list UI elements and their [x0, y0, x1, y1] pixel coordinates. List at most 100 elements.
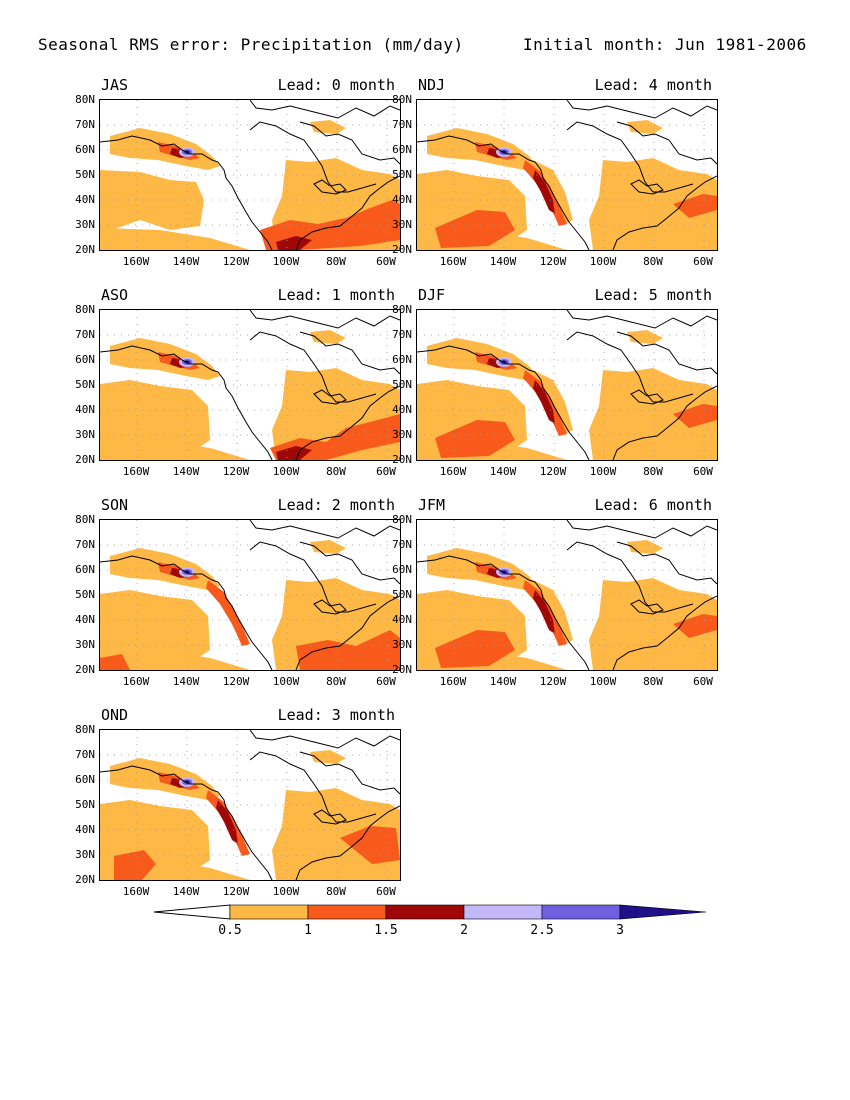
colorbar-high-extend: [619, 904, 707, 920]
coastline: [616, 331, 717, 375]
lon-tick-label: 140W: [172, 675, 200, 688]
error-contour-low: [100, 438, 250, 460]
panel-season: SON: [101, 496, 129, 514]
error-contour-mid: [673, 404, 717, 428]
coastline: [249, 310, 400, 329]
coastline: [295, 595, 400, 670]
error-contour-high: [276, 236, 312, 250]
error-contour-low: [589, 368, 717, 460]
lon-tick-label: 160W: [439, 675, 467, 688]
panel-season: DJF: [418, 286, 446, 304]
panel-season: ASO: [101, 286, 129, 304]
lon-tick-label: 80W: [643, 255, 663, 268]
coastline: [612, 385, 717, 460]
error-contour-mid: [673, 614, 717, 638]
colorbar-bin: [463, 904, 543, 920]
colorbar-bin: [229, 904, 309, 920]
lat-tick-label: 60N: [392, 353, 412, 366]
colorbar-label: 1: [304, 923, 312, 938]
lat-tick-label: 70N: [392, 118, 412, 131]
coastline: [100, 135, 273, 250]
lon-tick-label: 120W: [539, 255, 567, 268]
coastline: [566, 331, 694, 403]
panel-lead: Lead: 1 month: [277, 286, 395, 304]
lon-tick-label: 140W: [172, 255, 200, 268]
lat-tick-label: 30N: [392, 428, 412, 441]
colorbar-bin: [307, 904, 387, 920]
error-contour-mid: [114, 850, 156, 880]
error-contour-mid: [206, 580, 250, 646]
lat-tick-label: 70N: [75, 328, 95, 341]
error-contour-low: [533, 580, 573, 644]
map-panel-aso: [99, 309, 401, 461]
map-panel-son: [99, 519, 401, 671]
coastline: [249, 331, 377, 403]
coastline: [249, 730, 400, 749]
coastline: [566, 121, 694, 193]
lon-tick-label: 120W: [539, 465, 567, 478]
lat-tick-label: 70N: [392, 328, 412, 341]
lat-tick-label: 40N: [392, 403, 412, 416]
coastline: [249, 520, 400, 539]
lat-tick-label: 70N: [392, 538, 412, 551]
panel-lead: Lead: 4 month: [594, 76, 712, 94]
error-contour-low: [589, 158, 717, 250]
lat-tick-label: 70N: [75, 538, 95, 551]
lat-tick-label: 50N: [75, 588, 95, 601]
precip-error-map: [100, 100, 400, 250]
error-contour-high: [533, 170, 555, 214]
coastline: [566, 310, 717, 329]
lat-tick-label: 30N: [75, 428, 95, 441]
great-lakes: [630, 389, 664, 405]
lon-tick-label: 120W: [539, 675, 567, 688]
lat-tick-label: 50N: [392, 378, 412, 391]
lat-tick-label: 50N: [75, 378, 95, 391]
error-contour-mid: [435, 630, 515, 668]
lon-tick-label: 160W: [122, 885, 150, 898]
lon-tick-label: 140W: [489, 255, 517, 268]
coastline: [616, 541, 717, 585]
great-lakes: [313, 599, 347, 615]
lon-tick-label: 60W: [693, 255, 713, 268]
coastline: [295, 175, 400, 250]
lon-tick-label: 160W: [122, 675, 150, 688]
great-lakes: [313, 389, 347, 405]
panel-lead: Lead: 3 month: [277, 706, 395, 724]
lat-tick-label: 50N: [392, 168, 412, 181]
lat-tick-label: 20N: [392, 453, 412, 466]
coastline: [249, 751, 377, 823]
lat-tick-label: 60N: [75, 353, 95, 366]
lon-tick-label: 80W: [643, 465, 663, 478]
lon-tick-label: 100W: [272, 255, 300, 268]
lon-tick-label: 60W: [693, 465, 713, 478]
error-contour-high: [216, 800, 238, 844]
lat-tick-label: 60N: [75, 773, 95, 786]
colorbar: [153, 904, 707, 920]
lon-tick-label: 160W: [122, 255, 150, 268]
error-contour-low: [533, 160, 573, 224]
lon-tick-label: 120W: [222, 255, 250, 268]
great-lakes: [630, 599, 664, 615]
coastline: [299, 751, 400, 795]
error-contour-high: [276, 446, 312, 460]
coastline: [299, 331, 400, 375]
coastline: [295, 805, 400, 880]
lon-tick-label: 140W: [172, 465, 200, 478]
error-contour-low: [589, 578, 717, 670]
lat-tick-label: 50N: [75, 798, 95, 811]
lat-tick-label: 80N: [75, 93, 95, 106]
coastline: [295, 385, 400, 460]
lat-tick-label: 20N: [392, 663, 412, 676]
lat-tick-label: 40N: [392, 193, 412, 206]
lat-tick-label: 80N: [392, 303, 412, 316]
lon-tick-label: 80W: [643, 675, 663, 688]
lon-tick-label: 60W: [376, 255, 396, 268]
lon-tick-label: 80W: [326, 255, 346, 268]
colorbar-bin: [541, 904, 621, 920]
coastline: [612, 175, 717, 250]
error-contour-low: [100, 170, 204, 234]
colorbar-label: 2: [460, 923, 468, 938]
lat-tick-label: 80N: [392, 513, 412, 526]
error-contour-high: [533, 590, 555, 634]
great-lakes: [313, 809, 347, 825]
